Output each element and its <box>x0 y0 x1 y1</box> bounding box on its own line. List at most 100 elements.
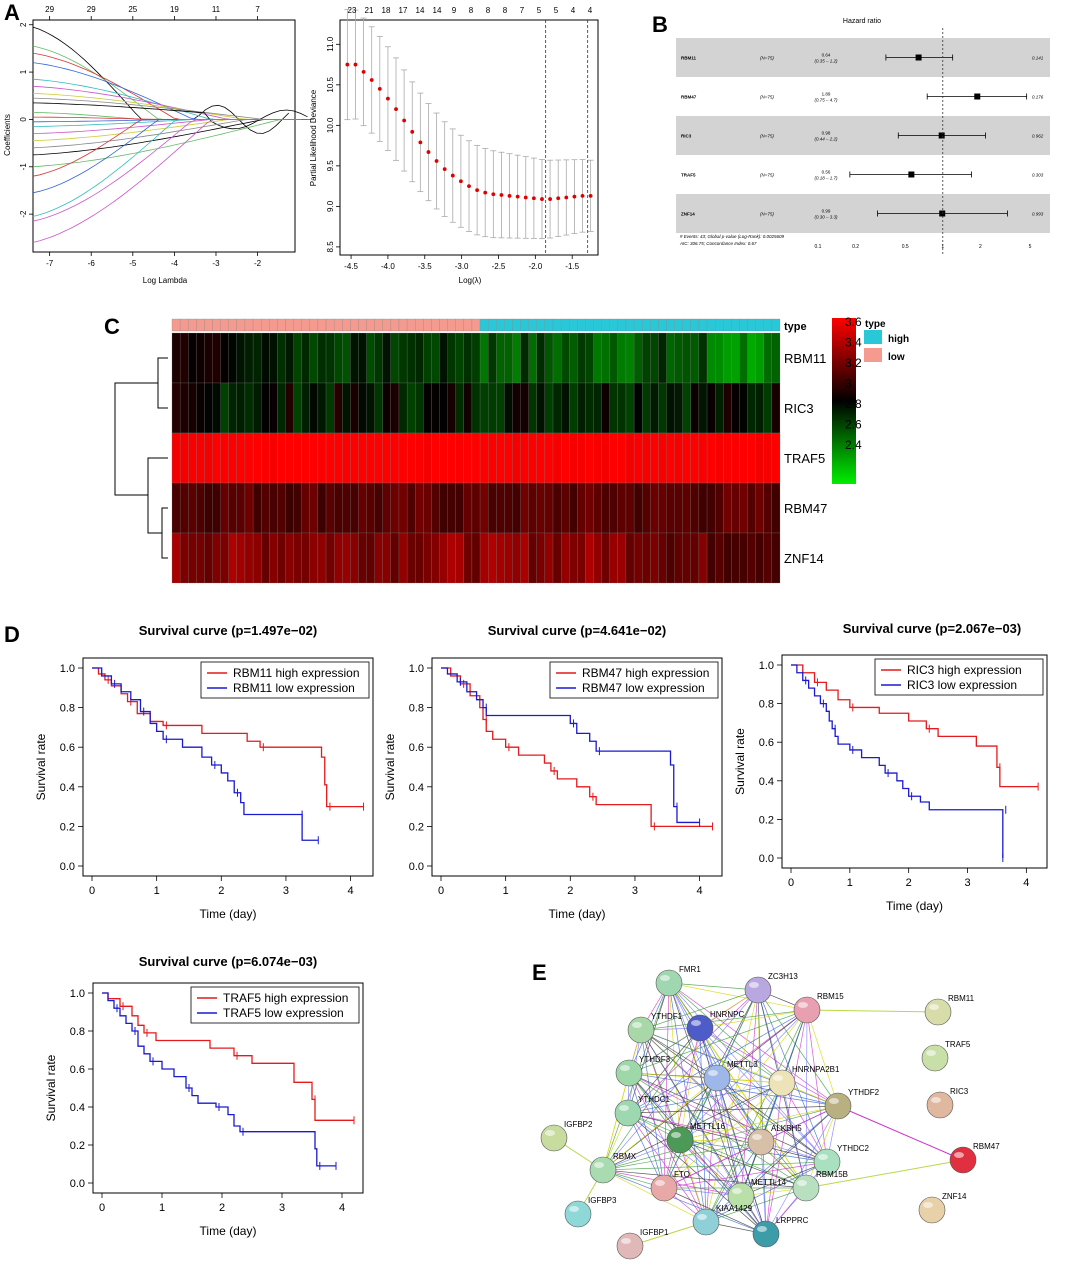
survival-title: Survival curve (p=4.641e−02) <box>488 623 667 638</box>
heatmap-cell <box>666 432 675 484</box>
network-edge <box>602 989 759 1171</box>
heatmap-cell <box>334 382 343 434</box>
heatmap-type-cell <box>220 318 229 332</box>
network-node-zc3h13: ZC3H13 <box>744 972 798 1004</box>
heatmap-type-cell <box>528 318 537 332</box>
heatmap-cell <box>674 482 683 534</box>
forest-gene: RBM11 <box>681 56 697 61</box>
heatmap-cell <box>723 532 732 584</box>
heatmap-cell <box>479 532 489 584</box>
heatmap-cell <box>682 332 691 384</box>
forest-gene: TRAF5 <box>681 173 696 178</box>
heatmap-type-cell <box>382 318 392 332</box>
heatmap-type-cell <box>228 318 238 332</box>
heatmap-cell <box>398 432 408 484</box>
heatmap-cell <box>406 382 416 434</box>
survival-x-tick-label: 1 <box>154 885 160 897</box>
heatmap-cell <box>285 532 294 584</box>
network-node-label: RBM47 <box>973 1142 1000 1151</box>
heatmap-cell <box>171 532 181 584</box>
heatmap-type-cell <box>374 318 383 332</box>
cv-point <box>556 196 561 201</box>
heatmap-cell <box>739 332 748 384</box>
forest-hr: 0.98 <box>822 131 831 136</box>
network-edge <box>663 1141 762 1189</box>
heatmap-cell <box>204 482 213 534</box>
coef-y-tick-label: 0 <box>19 117 28 122</box>
network-node-label: RIC3 <box>950 1087 969 1096</box>
heatmap-cell <box>536 532 546 584</box>
heatmap-cell <box>374 332 383 384</box>
heatmap-cell <box>390 432 400 484</box>
network-edge <box>628 1072 762 1143</box>
survival-y-tick-label: 0.0 <box>409 861 424 873</box>
cv-point <box>418 140 423 145</box>
heatmap-cell <box>447 432 456 484</box>
heatmap-cell <box>406 332 416 384</box>
survival-xlabel: Time (day) <box>200 1224 257 1238</box>
network-node-traf5: TRAF5 <box>921 1040 971 1072</box>
heatmap-gene-labels: RBM11 RIC3 TRAF5 RBM47 ZNF14 <box>784 351 827 566</box>
network-node-label: ALKBH5 <box>771 1124 802 1133</box>
network-node-highlight <box>757 1226 767 1232</box>
heatmap-cell <box>285 482 294 534</box>
heatmap-cell <box>763 482 773 534</box>
heatmap-cell <box>317 432 327 484</box>
heatmap-cell <box>342 482 351 534</box>
heatmap-cell <box>633 432 643 484</box>
heatmap-cell <box>544 432 554 484</box>
network-node-label: FTO <box>674 1170 690 1179</box>
network-node-ric3: RIC3 <box>926 1087 969 1119</box>
heatmap-cell <box>325 382 335 434</box>
heatmap-cell <box>569 482 578 534</box>
heatmap-cell <box>650 432 659 484</box>
heatmap-cell <box>244 382 254 434</box>
network-node-highlight <box>594 1162 604 1168</box>
network-node-label: IGFBP3 <box>588 1196 617 1205</box>
heatmap-cell <box>334 432 343 484</box>
heatmap-cell <box>398 482 408 534</box>
heatmap-cell <box>698 432 708 484</box>
heatmap-cell <box>325 482 335 534</box>
network-nodes: FMR1 ZC3H13 YTHDF1 HNRNPC RBM15 YTHDF3 METTL3 H… <box>540 965 1000 1260</box>
heatmap-cell <box>196 432 205 484</box>
network-edge <box>699 1027 742 1197</box>
legend-title: type <box>865 319 886 330</box>
heatmap-cell <box>528 532 537 584</box>
coefficient-path <box>32 62 308 120</box>
survival-ylabel: Survival rate <box>44 1054 58 1121</box>
heatmap-cell <box>366 332 375 384</box>
forest-ci: (0.35 – 1.2) <box>814 59 838 64</box>
heatmap-cell <box>771 532 781 584</box>
forest-hr: 0.99 <box>822 209 831 214</box>
heatmap-cell <box>609 332 618 384</box>
legend-low-label: TRAF5 low expression <box>223 1006 344 1020</box>
forest-estimate <box>974 93 981 100</box>
heatmap-cell <box>244 332 254 384</box>
heatmap-cell <box>771 482 781 534</box>
heatmap-cell <box>204 532 213 584</box>
forest-plot: Hazard ratio RBM11 (N=75) 0.64(0.35 – 1.2)… <box>676 18 1050 255</box>
heatmap-cell <box>188 332 197 384</box>
cv-top-tick-label: 17 <box>399 6 408 15</box>
heatmap-type-cell <box>625 318 635 332</box>
heatmap-cell <box>382 532 392 584</box>
network-node-highlight <box>697 1214 707 1220</box>
forest-row-band <box>676 38 1050 77</box>
forest-title: Hazard ratio <box>843 18 881 25</box>
heatmap-type-cell <box>261 318 270 332</box>
heatmap-cell <box>350 432 359 484</box>
heatmap-type-cell <box>455 318 464 332</box>
forest-x-tick-label: 1 <box>941 244 944 250</box>
heatmap-cell <box>196 332 205 384</box>
heatmap-cell <box>520 532 529 584</box>
heatmap-gene-label: ZNF14 <box>784 551 824 566</box>
network-node-rbm47: RBM47 <box>949 1142 1000 1174</box>
cv-y-ticks: 8.5 9.0 9.5 10.0 10.5 11.0 <box>326 36 340 252</box>
heatmap-cell <box>471 382 481 434</box>
heatmap-type-cell <box>212 318 221 332</box>
survival-ylabel: Survival rate <box>34 733 48 800</box>
network-node-label: METTL3 <box>727 1060 758 1069</box>
coefficient-path <box>32 119 314 194</box>
heatmap-cell <box>415 382 424 434</box>
